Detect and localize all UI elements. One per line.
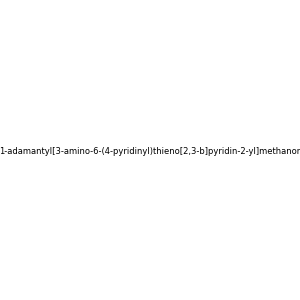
Text: 1-adamantyl[3-amino-6-(4-pyridinyl)thieno[2,3-b]pyridin-2-yl]methanone: 1-adamantyl[3-amino-6-(4-pyridinyl)thien… [0,147,300,156]
